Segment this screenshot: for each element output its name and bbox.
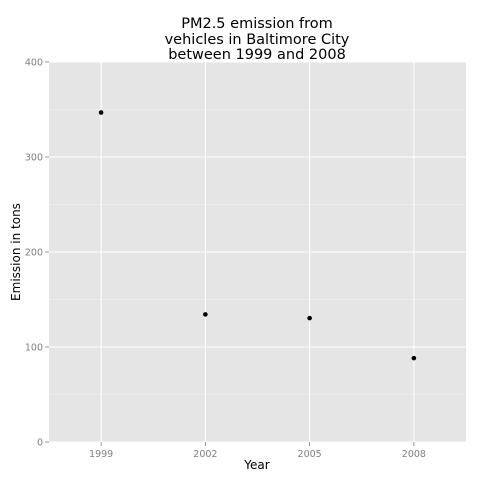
- chart-title-line-3: between 1999 and 2008: [168, 47, 346, 63]
- y-axis-title: Emission in tons: [9, 203, 23, 301]
- y-tick-label: 0: [37, 438, 43, 449]
- x-tick-label: 2005: [298, 449, 322, 460]
- data-point: [98, 110, 104, 115]
- axis-ticks: 0 100 200 300 400 1999 2002 2005 2008: [25, 58, 426, 461]
- x-axis-title: Year: [243, 458, 269, 472]
- y-tick-label: 200: [25, 248, 43, 259]
- data-points: [98, 110, 417, 361]
- y-tick-label: 300: [25, 153, 43, 164]
- data-point: [411, 355, 417, 361]
- x-tick-label: 2002: [193, 449, 217, 460]
- x-tick-label: 2008: [402, 449, 426, 460]
- grid-lines: [49, 61, 466, 443]
- data-point: [203, 312, 208, 317]
- data-point: [307, 315, 312, 321]
- chart-title-line-1: PM2.5 emission from: [181, 16, 333, 32]
- y-tick-label: 400: [25, 58, 43, 69]
- y-tick-label: 100: [25, 343, 43, 354]
- x-tick-label: 1999: [89, 449, 113, 460]
- chart-title-line-2: vehicles in Baltimore City: [165, 32, 350, 48]
